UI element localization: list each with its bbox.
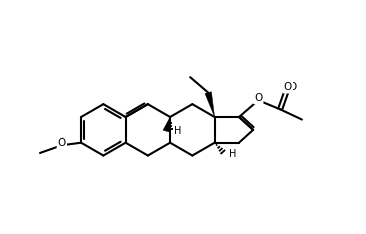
- Polygon shape: [205, 92, 214, 117]
- Polygon shape: [163, 117, 170, 132]
- Text: O: O: [58, 138, 66, 148]
- Text: H: H: [174, 126, 182, 136]
- Text: O: O: [288, 82, 296, 92]
- Text: O: O: [284, 82, 292, 92]
- Text: O: O: [254, 93, 262, 103]
- Text: O: O: [58, 137, 66, 147]
- Text: H: H: [229, 149, 236, 159]
- Text: O: O: [254, 93, 262, 103]
